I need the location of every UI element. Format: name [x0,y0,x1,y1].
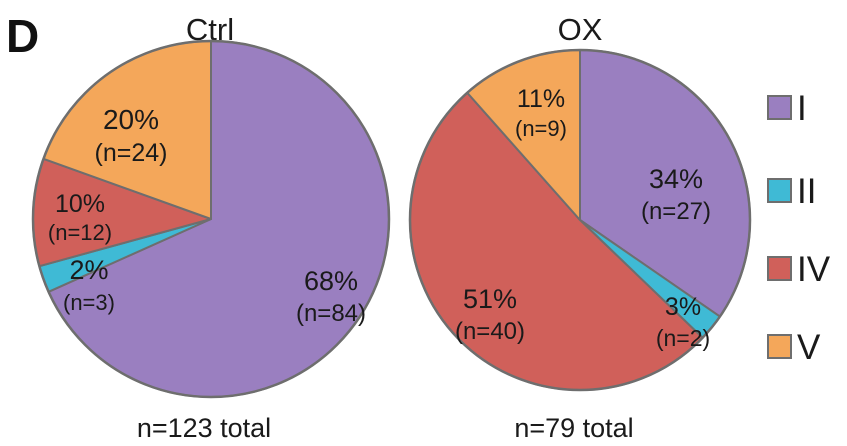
slice-percent-label-ox-iv: 51% [463,284,517,314]
slice-percent-label-ctrl-ii: 2% [69,255,108,285]
pie-total-ctrl: n=123 total [137,413,271,443]
slice-count-label-ctrl-iv: (n=12) [48,220,112,245]
slice-count-label-ctrl-v: (n=24) [95,139,168,167]
slice-count-label-ctrl-i: (n=84) [296,300,366,327]
legend-label-iv: IV [797,250,831,289]
slice-count-label-ox-i: (n=27) [641,198,711,225]
slice-count-label-ox-ii: (n=2) [656,325,710,351]
legend-label-v: V [797,328,821,367]
slice-percent-label-ctrl-i: 68% [304,266,358,296]
slice-count-label-ox-iv: (n=40) [455,318,525,345]
slice-percent-label-ctrl-iv: 10% [55,190,105,218]
legend-label-i: I [797,89,807,128]
legend-swatch-ii [767,178,792,203]
slice-labels-ctrl: 68% (n=84) 2% (n=3) 10%(n=12) 20% (n=24) [48,104,366,327]
pie-title-ox: OX [558,12,603,47]
legend-swatch-i [767,95,792,120]
pie-ox: OX 34% (n=27) 3% (n=2) 51% (n=40) 11% (n=9) n=7… [408,12,752,443]
panel-letter: D [6,10,39,62]
slice-percent-label-ox-i: 34% [649,164,703,194]
legend-swatch-v [767,334,792,359]
legend-label-ii: II [797,172,816,211]
pie-total-ox: n=79 total [514,413,633,443]
slice-percent-label-ox-v: 11% [517,85,565,113]
pie-ctrl: Ctrl 68%(n=84)2%(n=3)10%(n=12)20%(n=24) … [31,12,391,443]
slice-count-label-ctrl-ii: (n=3) [63,290,115,315]
slices-ctrl [31,39,391,399]
slice-percent-label-ox-ii: 3% [665,293,701,321]
slice-labels-ox: 34% (n=27) 3% (n=2) 51% (n=40) 11% (n=9) [455,85,711,351]
pie-outline-ctrl [31,39,391,399]
legend-swatch-iv [767,256,792,281]
pie-outline-ox [408,48,752,392]
slice-percent-label-ctrl-v: 20% [103,104,159,135]
slices-ox [408,48,752,392]
slice-count-label-ox-v: (n=9) [515,116,567,141]
